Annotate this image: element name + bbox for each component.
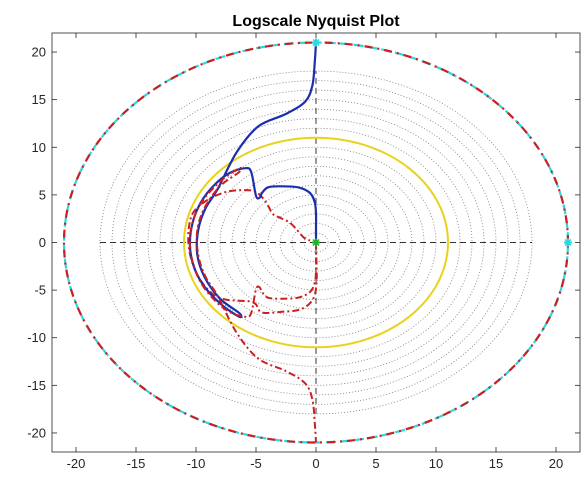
unit-circle	[183, 136, 449, 349]
x-tick-label: 5	[372, 456, 379, 471]
y-tick-label: -5	[34, 283, 46, 298]
x-tick-label: 15	[489, 456, 503, 471]
y-tick-label: 0	[39, 235, 46, 250]
x-tick-label: -15	[127, 456, 146, 471]
y-tick-label: 20	[32, 45, 46, 60]
x-tick-label: -20	[67, 456, 86, 471]
grid-circle	[243, 184, 389, 301]
x-tick-label: 20	[549, 456, 563, 471]
axis-ticks: -20 -15 -10 -5 0 5 10 15 20 -20 -15 -10 -5 0 5 10 15 20	[27, 33, 580, 471]
series-line-1	[187, 189, 318, 315]
marker-3	[564, 238, 572, 247]
chart-title: Logscale Nyquist Plot	[232, 13, 400, 30]
series-line-3	[188, 166, 318, 443]
x-tick-label: 10	[429, 456, 443, 471]
y-tick-label: 15	[32, 92, 46, 107]
marker-1	[312, 238, 320, 247]
marker-stroke	[564, 238, 572, 247]
marker-2	[312, 38, 320, 47]
plot-area	[62, 38, 572, 444]
x-tick-label: -5	[250, 456, 262, 471]
y-tick-label: 5	[39, 187, 46, 202]
x-tick-label: 0	[312, 456, 319, 471]
marker-stroke	[312, 238, 320, 247]
y-tick-label: -20	[27, 425, 46, 440]
y-tick-label: 10	[32, 140, 46, 155]
y-tick-label: -10	[27, 330, 46, 345]
marker-stroke	[312, 38, 320, 47]
x-tick-label: -10	[187, 456, 206, 471]
y-tick-label: -15	[27, 378, 46, 393]
